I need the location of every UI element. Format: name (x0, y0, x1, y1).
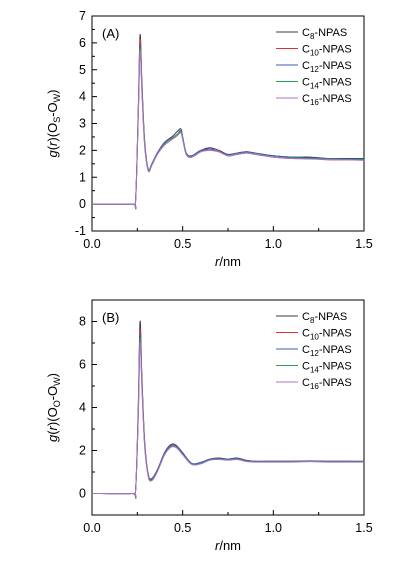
x-tick-label: 1.0 (265, 521, 282, 535)
x-tick-label: 0.0 (83, 237, 100, 251)
panel-label: (B) (102, 310, 119, 325)
y-tick-label: 7 (79, 9, 86, 23)
series-group (92, 34, 364, 210)
legend-entry-label: C10-NPAS (302, 328, 352, 342)
y-tick-label: 4 (79, 401, 86, 415)
y-tick-label: 1 (79, 170, 86, 184)
x-tick-label: 0.5 (174, 521, 191, 535)
x-tick-label: 1.5 (355, 237, 372, 251)
x-tick-label: 1.0 (265, 237, 282, 251)
x-tick-label: 1.5 (355, 521, 372, 535)
legend-entry-label: C10-NPAS (302, 44, 352, 58)
y-tick-label: 8 (79, 315, 86, 329)
legend-entry-label: C14-NPAS (302, 361, 352, 375)
y-tick-label: 0 (79, 197, 86, 211)
y-tick-label: 2 (79, 444, 86, 458)
y-tick-label: 4 (79, 90, 86, 104)
series-line-c12 (92, 333, 364, 499)
panel-a: 0.0 0.5 1.0 1.5 -1 0 1 2 3 4 5 6 7 r/nm g(r)(OS-OW) (A)… (45, 9, 373, 269)
y-tick-label: 5 (79, 63, 86, 77)
legend-entry-label: C12-NPAS (302, 344, 352, 358)
series-group (92, 320, 364, 499)
y-tick-label: 6 (79, 36, 86, 50)
y-tick-label: -1 (75, 224, 86, 238)
legend-entry-label: C14-NPAS (302, 77, 352, 91)
legend: C8-NPAS C10-NPAS C12-NPAS C14-NPAS C16-NPAS (276, 27, 352, 107)
x-tick-label: 0.0 (83, 521, 100, 535)
x-tick-label: 0.5 (174, 237, 191, 251)
legend-entry-label: C8-NPAS (302, 311, 347, 325)
legend-entry-label: C16-NPAS (302, 377, 352, 391)
panel-b: 0.0 0.5 1.0 1.5 0 2 4 6 8 r/nm g(r)(OO-OW) (B) C8-NP… (45, 299, 373, 553)
y-tick-label: 3 (79, 117, 86, 131)
series-line-c16 (92, 50, 364, 209)
legend-entry-label: C12-NPAS (302, 60, 352, 74)
legend-entry-label: C16-NPAS (302, 93, 352, 107)
legend-entry-label: C8-NPAS (302, 27, 347, 41)
y-tick-label: 0 (79, 487, 86, 501)
x-axis-label: r/nm (215, 538, 241, 553)
y-tick-label: 6 (79, 358, 86, 372)
y-tick-label: 2 (79, 143, 86, 157)
y-axis-label: g(r)(OO-OW) (45, 373, 62, 442)
panel-label: (A) (102, 26, 119, 41)
y-axis-label: g(r)(OS-OW) (45, 89, 62, 157)
series-line-c16 (92, 342, 364, 498)
x-axis-label: r/nm (215, 254, 241, 269)
legend: C8-NPAS C10-NPAS C12-NPAS C14-NPAS C16-NPAS (276, 311, 352, 391)
